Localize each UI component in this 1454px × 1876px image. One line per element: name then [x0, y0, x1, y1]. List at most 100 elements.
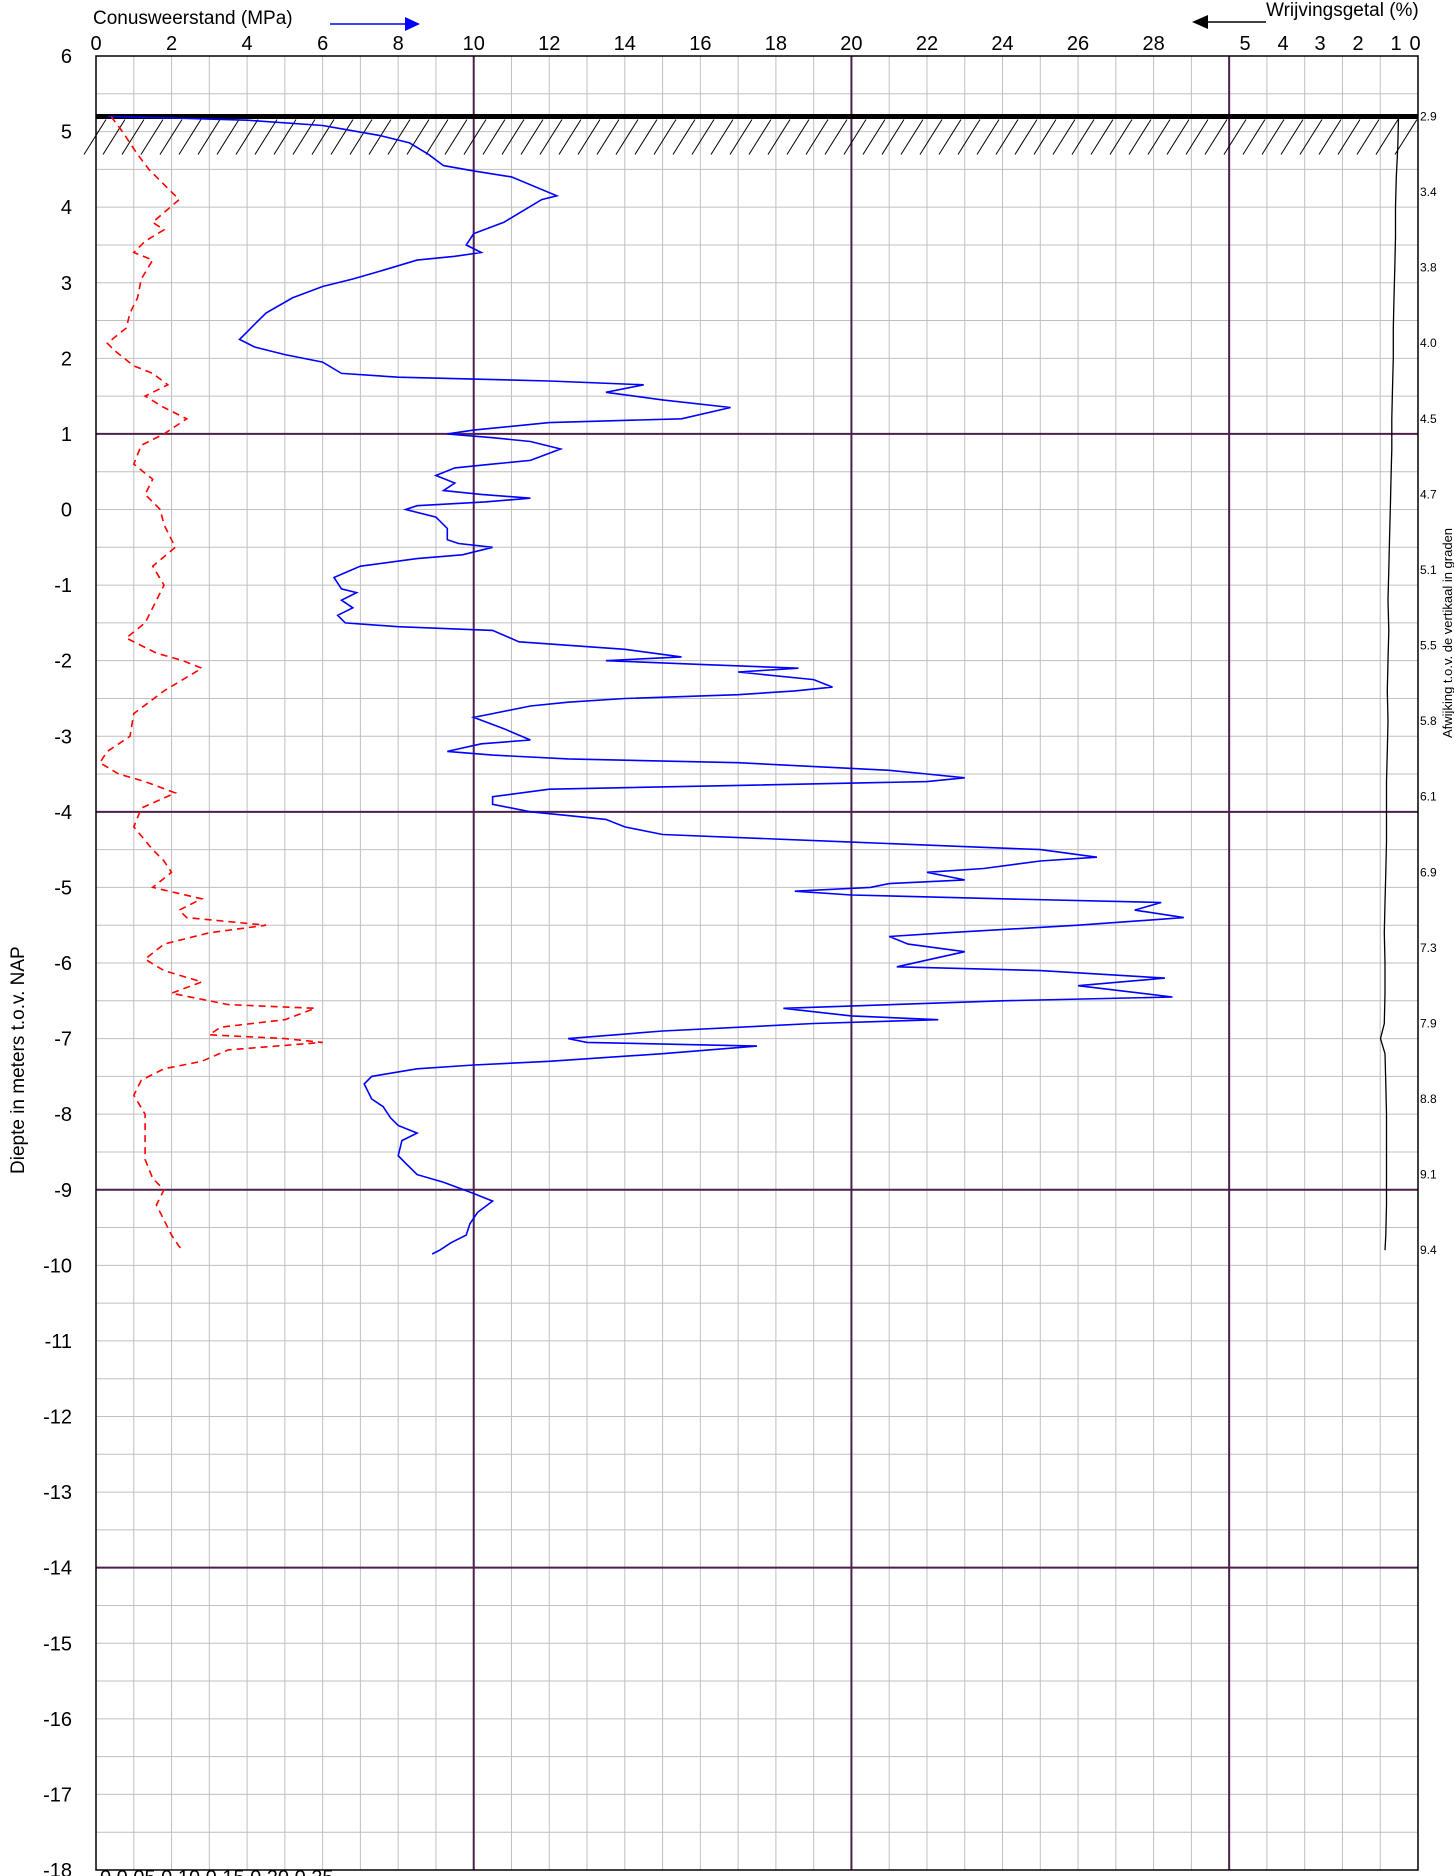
- deviation-label: 4.7: [1420, 487, 1437, 501]
- x-tick-label: 14: [614, 33, 636, 55]
- x-tick-label: 26: [1067, 33, 1089, 55]
- hatch-line: [1052, 119, 1076, 155]
- x-tick-label: 10: [463, 33, 485, 55]
- hatch-line: [273, 119, 297, 155]
- friction-tick-label: 0: [1409, 33, 1420, 55]
- hatch-line: [311, 119, 335, 155]
- hatch-line: [140, 119, 164, 155]
- hatch-line: [957, 119, 981, 155]
- hatch-line: [843, 119, 867, 155]
- x-tick-label: 12: [538, 33, 560, 55]
- hatch-line: [1185, 119, 1209, 155]
- hatch-line: [1109, 119, 1133, 155]
- hatch-line: [881, 119, 905, 155]
- y-tick-label: -10: [43, 1255, 72, 1277]
- hatch-line: [1337, 119, 1361, 155]
- hatch-line: [216, 119, 240, 155]
- deviation-label: 9.4: [1420, 1243, 1437, 1257]
- deviation-label: 5.8: [1420, 714, 1437, 728]
- deviation-label: 4.0: [1420, 336, 1437, 350]
- hatch-line: [254, 119, 278, 155]
- hatch-line: [805, 119, 829, 155]
- ground-hatch: [83, 119, 1418, 155]
- hatch-line: [767, 119, 791, 155]
- y-tick-label: -14: [43, 1558, 72, 1580]
- hatch-line: [596, 119, 620, 155]
- friction-tick-label: 3: [1314, 33, 1325, 55]
- hatch-line: [520, 119, 544, 155]
- x-tick-label: 2: [166, 33, 177, 55]
- cone-resistance-axis-label: Conusweerstand (MPa): [93, 8, 293, 29]
- hatch-line: [1071, 119, 1095, 155]
- hatch-line: [824, 119, 848, 155]
- x-tick-label: 16: [689, 33, 711, 55]
- x-tick-label: 8: [393, 33, 404, 55]
- deviation-label: 9.1: [1420, 1168, 1437, 1182]
- hatch-line: [691, 119, 715, 155]
- hatch-line: [1147, 119, 1171, 155]
- deviation-label: 3.8: [1420, 261, 1437, 275]
- hatch-line: [900, 119, 924, 155]
- y-tick-label: 3: [61, 273, 72, 295]
- hatch-line: [330, 119, 354, 155]
- x-tick-label: 18: [765, 33, 787, 55]
- friction-arrow-head: [1192, 15, 1208, 29]
- hatch-line: [235, 119, 259, 155]
- deviation-label: 8.8: [1420, 1092, 1437, 1106]
- hatch-line: [197, 119, 221, 155]
- hatch-line: [501, 119, 525, 155]
- y-tick-label: -17: [43, 1784, 72, 1806]
- y-tick-label: -1: [54, 575, 72, 597]
- y-tick-label: -5: [54, 877, 72, 899]
- y-tick-label: 0: [61, 500, 72, 522]
- hatch-line: [862, 119, 886, 155]
- bottom-tick-labels: 0 0.05 0.10 0.15 0.20 0.25: [100, 1867, 334, 1876]
- y-tick-label: -9: [54, 1180, 72, 1202]
- x-tick-label: 4: [242, 33, 253, 55]
- y-tick-label: 4: [61, 197, 72, 219]
- y-tick-label: -16: [43, 1709, 72, 1731]
- y-tick-label: -4: [54, 802, 72, 824]
- hatch-line: [1280, 119, 1304, 155]
- friction-ratio-line: [98, 116, 323, 1251]
- hatch-line: [159, 119, 183, 155]
- hatch-line: [1223, 119, 1247, 155]
- hatch-line: [1128, 119, 1152, 155]
- y-tick-label: -3: [54, 726, 72, 748]
- y-tick-label: 5: [61, 122, 72, 144]
- deviation-label: 5.1: [1420, 563, 1437, 577]
- hatch-line: [1299, 119, 1323, 155]
- deviation-label: 2.9: [1420, 109, 1437, 123]
- hatch-line: [387, 119, 411, 155]
- hatch-line: [729, 119, 753, 155]
- y-tick-label: -7: [54, 1029, 72, 1051]
- hatch-line: [1242, 119, 1266, 155]
- y-tick-label: -11: [45, 1331, 72, 1353]
- hatch-line: [368, 119, 392, 155]
- hatch-line: [1204, 119, 1228, 155]
- hatch-line: [83, 119, 107, 155]
- hatch-line: [786, 119, 810, 155]
- deviation-trace: [1379, 116, 1400, 1251]
- hatch-line: [349, 119, 373, 155]
- hatch-line: [406, 119, 430, 155]
- hatch-line: [444, 119, 468, 155]
- hatch-line: [1394, 119, 1418, 155]
- y-tick-label: -2: [54, 651, 72, 673]
- hatch-line: [995, 119, 1019, 155]
- y-tick-label: 6: [61, 46, 72, 68]
- hatch-line: [482, 119, 506, 155]
- hatch-line: [463, 119, 487, 155]
- friction-ratio-axis-label: Wrijvingsgetal (%): [1266, 0, 1419, 21]
- x-tick-label: 24: [991, 33, 1013, 55]
- deviation-label: 5.5: [1420, 639, 1437, 653]
- y-tick-label: -8: [54, 1104, 72, 1126]
- hatch-line: [1261, 119, 1285, 155]
- hatch-line: [121, 119, 145, 155]
- hatch-line: [102, 119, 126, 155]
- hatch-line: [1033, 119, 1057, 155]
- y-tick-label: -13: [43, 1482, 72, 1504]
- y-tick-label: -6: [54, 953, 72, 975]
- y-tick-label: 2: [61, 348, 72, 370]
